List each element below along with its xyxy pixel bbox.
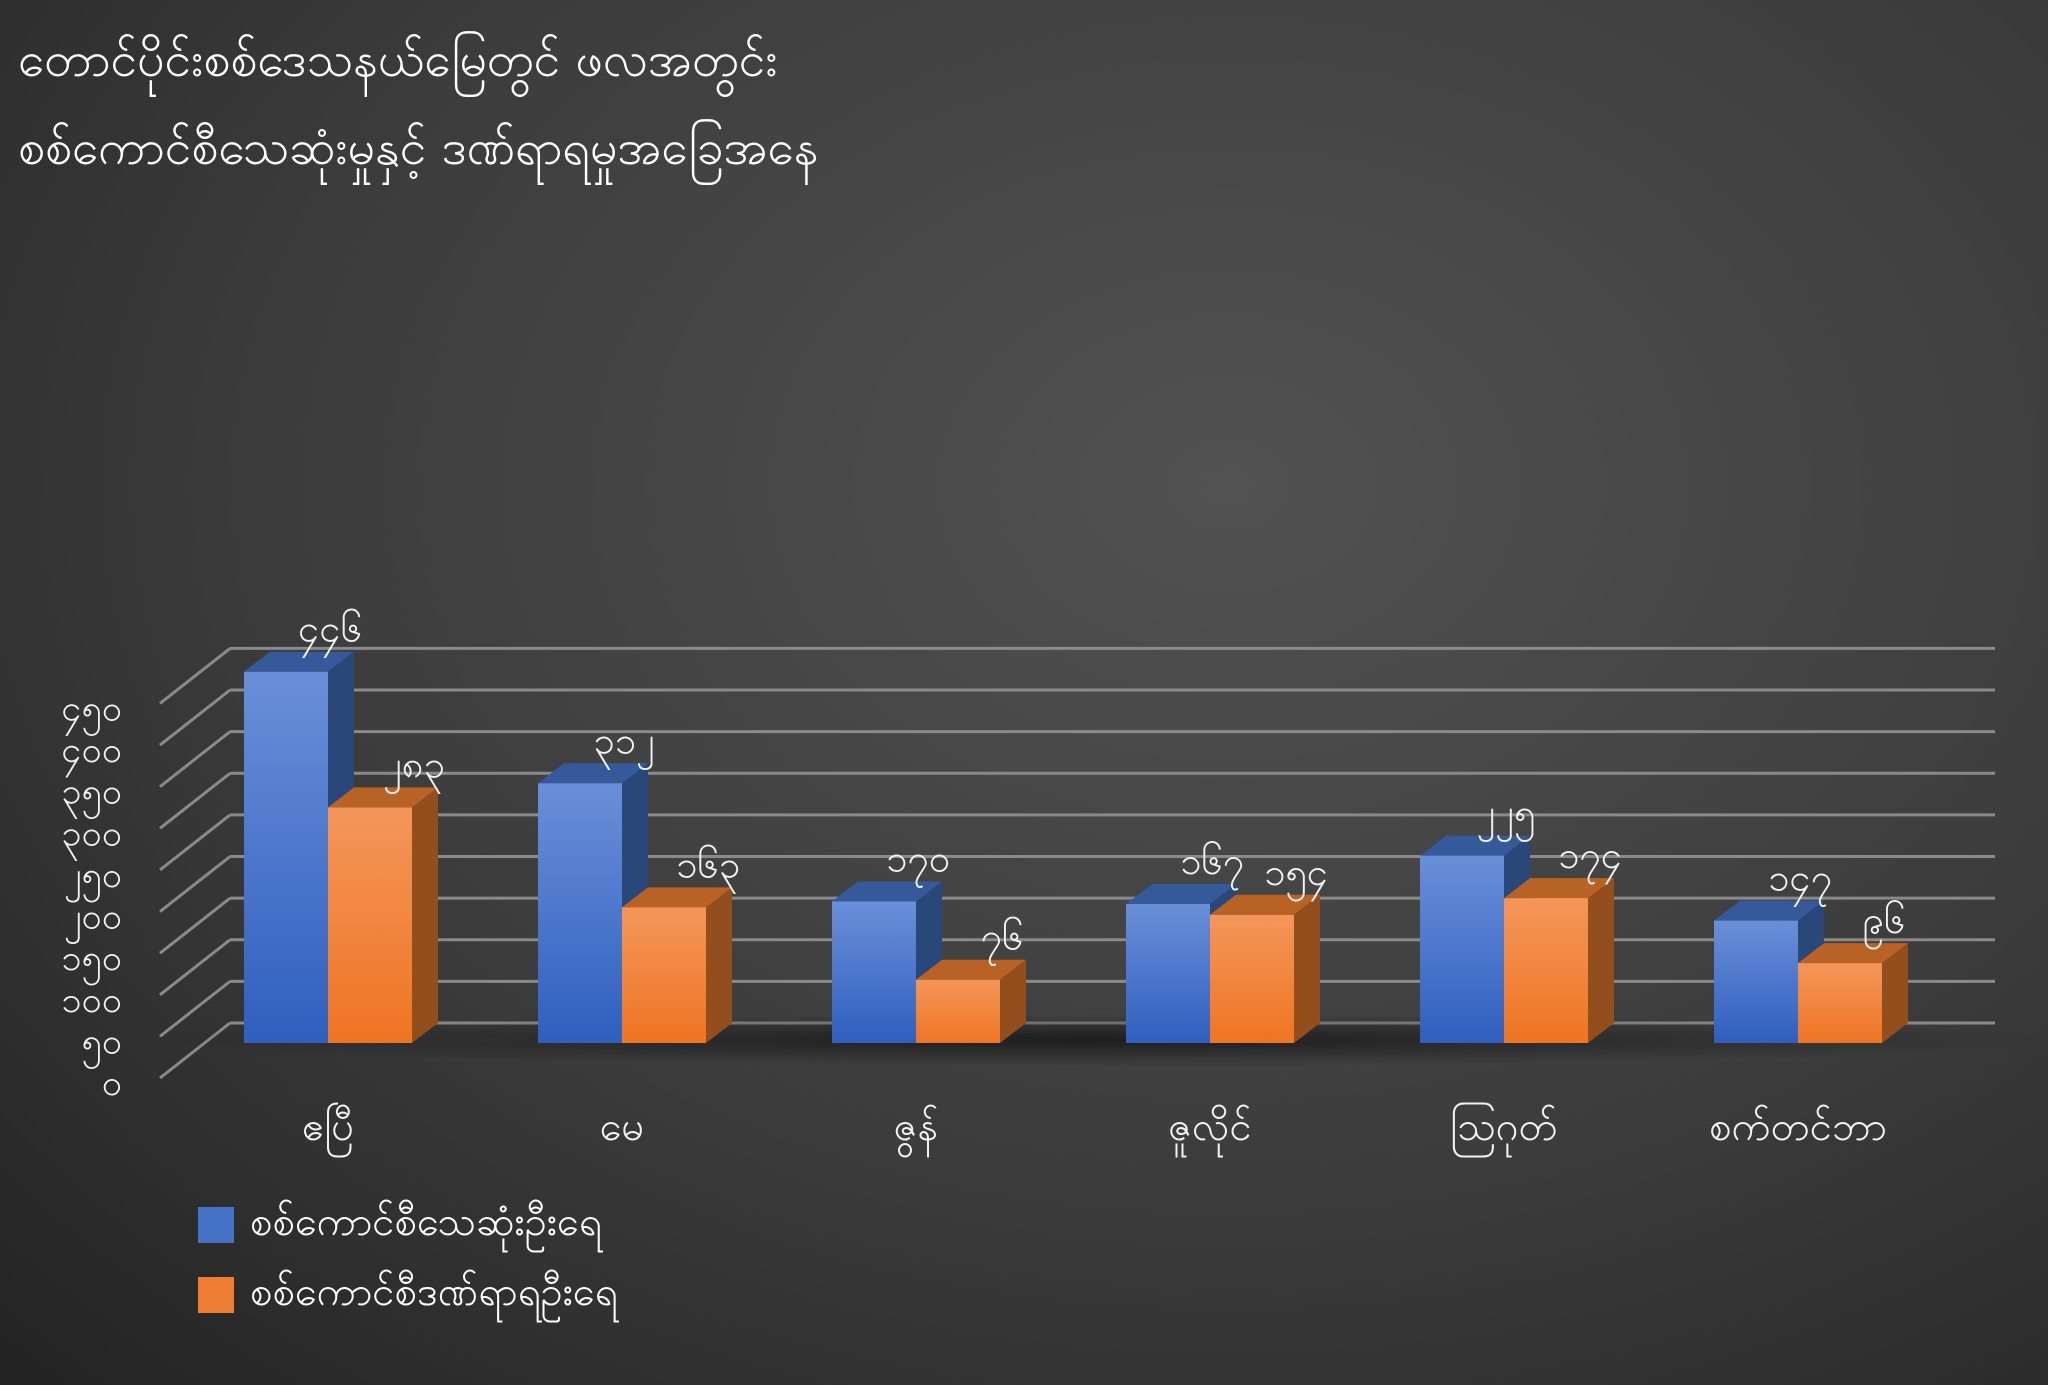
bar-side: [1294, 894, 1320, 1043]
x-tick-label: မေ: [600, 1104, 645, 1150]
legend-swatch-injuries: [198, 1277, 234, 1313]
data-label: ၁၄၇: [1768, 856, 1832, 908]
bar-top: [622, 887, 732, 908]
data-label: ၇၆: [981, 915, 1024, 967]
bar-top: [1714, 900, 1824, 921]
bar-top: [244, 651, 354, 672]
legend-item-deaths: စစ်ကောင်စီသေဆုံးဦးရေ: [198, 1190, 618, 1260]
bar: [1420, 855, 1504, 1043]
bar-side: [706, 887, 732, 1043]
y-tick-label: ၅၀: [82, 1021, 123, 1069]
y-tick-label: ၂၅၀: [64, 855, 122, 903]
data-label: ၂၂၅: [1477, 791, 1536, 843]
y-tick-label: ၃၀၀: [61, 813, 122, 861]
bar: [1798, 963, 1882, 1043]
data-label: ၃၁၂: [593, 718, 654, 770]
bar-top: [832, 881, 942, 902]
chart-title-line-2: စစ်ကောင်စီသေဆုံးမှုနှင့် ဒဏ်ရာရမှုအခြေအန…: [18, 120, 819, 176]
y-tick-label: ၀: [102, 1063, 122, 1104]
bar: [622, 907, 706, 1043]
data-label: ၉၆: [1863, 898, 1906, 950]
data-label: ၂၈၃: [383, 742, 445, 794]
bar: [832, 901, 916, 1043]
bar-side: [1882, 943, 1908, 1043]
bar: [1714, 920, 1798, 1043]
data-label: ၁၆၃: [676, 842, 740, 894]
legend-label-deaths: စစ်ကောင်စီသေဆုံးဦးရေ: [250, 1198, 602, 1245]
y-tick-label: ၄၅၀: [61, 688, 122, 736]
y-tick-label: ၁၅၀: [61, 938, 122, 986]
data-label: ၁၅၄: [1264, 850, 1328, 902]
y-tick-label: ၃၅၀: [61, 772, 122, 820]
data-label: ၁၇၀: [886, 836, 950, 888]
y-tick-label: ၁၀၀: [61, 980, 122, 1021]
x-tick-label: ဩဂုတ်: [1450, 1103, 1557, 1158]
x-tick-label: ဇွန်: [894, 1104, 939, 1158]
bar: [1210, 914, 1294, 1043]
gridline-wall: [159, 730, 231, 788]
gridline-wall: [159, 855, 231, 913]
bar: [916, 979, 1000, 1043]
x-tick-label: စက်တင်ဘာ: [1709, 1104, 1887, 1150]
y-tick-label: ၄၀၀: [61, 730, 122, 778]
data-label: ၄၄၆: [298, 607, 362, 659]
gridline-wall: [159, 896, 231, 955]
gridline-wall: [159, 938, 231, 996]
bar-side: [412, 787, 438, 1043]
gridline-wall: [159, 980, 231, 1038]
bar-top: [538, 763, 648, 784]
bar-top: [1420, 835, 1530, 856]
gridline-wall: [159, 647, 231, 705]
bar: [328, 807, 412, 1043]
legend-item-injuries: စစ်ကောင်စီဒဏ်ရာရဦးရေ: [198, 1260, 618, 1330]
y-tick-label: ၂၀၀: [64, 897, 122, 945]
bar-top: [1126, 883, 1236, 904]
gridline-wall: [159, 772, 231, 830]
legend: စစ်ကောင်စီသေဆုံးဦးရေ စစ်ကောင်စီဒဏ်ရာရဦးရ…: [198, 1190, 618, 1330]
bar: [1126, 903, 1210, 1043]
data-label: ၁၇၄: [1558, 833, 1622, 885]
bar-top: [1504, 878, 1614, 899]
bar: [1504, 898, 1588, 1043]
bar-side: [1588, 878, 1614, 1043]
x-tick-label: ဧပြီ: [302, 1103, 354, 1158]
bar-side: [1000, 959, 1026, 1043]
x-tick-label: ဇူလိုင်: [1168, 1104, 1251, 1158]
bar: [244, 671, 328, 1043]
legend-label-injuries: စစ်ကောင်စီဒဏ်ရာရဦးရေ: [250, 1268, 618, 1315]
gridline-wall: [159, 813, 231, 872]
bar-top: [1210, 894, 1320, 915]
gridline-wall: [159, 688, 231, 747]
bar: [538, 783, 622, 1043]
bar-top: [328, 787, 438, 808]
bar-top: [1798, 943, 1908, 964]
data-label: ၁၆၇: [1180, 839, 1244, 891]
legend-swatch-deaths: [198, 1207, 234, 1243]
chart-title-line-1: တောင်ပိုင်းစစ်ဒေသနယ်မြေတွင် ဖလအတွင်း: [18, 32, 778, 88]
bar-top: [916, 959, 1026, 980]
